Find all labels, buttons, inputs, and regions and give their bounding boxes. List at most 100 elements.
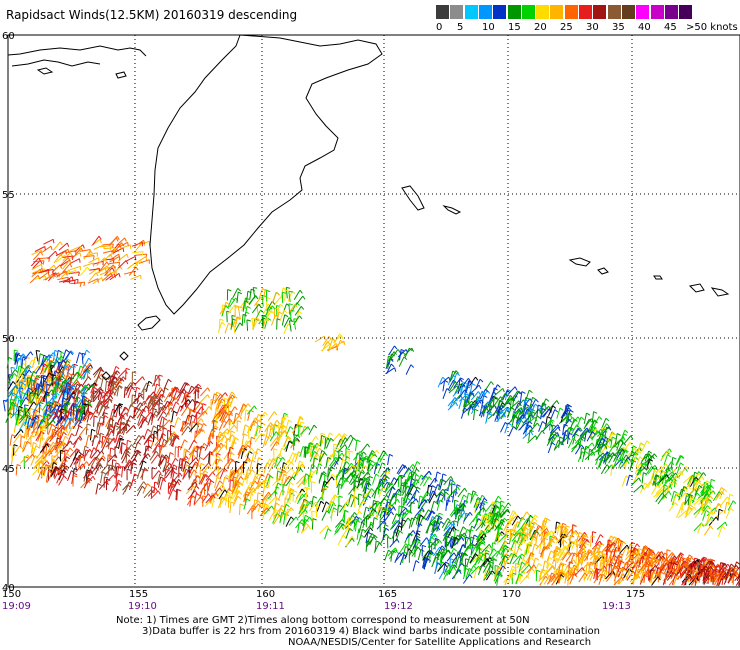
wind-barb — [325, 501, 333, 512]
wind-barb — [452, 387, 461, 397]
wind-barb-flag — [544, 537, 549, 541]
wind-barb — [508, 426, 514, 437]
wind-barb-flag — [188, 399, 191, 404]
wind-barb — [193, 496, 201, 506]
wind-barb — [387, 487, 393, 498]
wind-barb — [419, 475, 427, 486]
wind-barb — [131, 394, 133, 406]
wind-barb-flag — [417, 538, 421, 542]
wind-barb-flag — [371, 460, 376, 464]
wind-barb — [475, 513, 478, 525]
wind-barb — [57, 425, 64, 436]
wind-barb — [67, 403, 74, 414]
wind-barb — [88, 456, 96, 467]
wind-barb-flag — [356, 439, 361, 443]
wind-barb — [101, 440, 108, 452]
wind-barb-flag — [273, 462, 278, 466]
wind-barb-flag — [64, 367, 69, 371]
wind-barb — [703, 569, 707, 581]
wind-barb-flag — [369, 535, 374, 539]
wind-barb — [401, 517, 409, 528]
wind-barb — [577, 544, 585, 555]
wind-barb — [625, 569, 631, 581]
wind-barb-flag — [149, 435, 153, 439]
wind-barb-flag — [440, 521, 445, 525]
wind-barb-flag — [305, 473, 310, 477]
wind-barb — [482, 501, 485, 513]
wind-barb-flag — [86, 423, 91, 426]
wind-barb-flag — [219, 458, 223, 462]
wind-barb-flag — [659, 554, 664, 557]
wind-barb-flag — [234, 436, 238, 440]
wind-barb-flag — [421, 507, 425, 512]
wind-barb — [273, 498, 277, 510]
wind-barb — [718, 563, 725, 574]
wind-barb-flag — [69, 440, 73, 445]
wind-barb-flag — [563, 539, 568, 544]
wind-barb-flag — [366, 443, 371, 448]
wind-barb-flag — [609, 555, 614, 559]
wind-barb — [32, 460, 42, 469]
wind-barb — [259, 507, 268, 517]
wind-barb-flag — [88, 399, 93, 403]
wind-barb-flag — [397, 520, 401, 525]
wind-barb — [365, 532, 369, 544]
wind-barb-flag — [683, 560, 688, 564]
wind-barb-flag — [513, 553, 518, 557]
wind-barb — [564, 569, 570, 580]
wind-barb — [56, 473, 62, 484]
wind-barb-flag — [512, 572, 517, 575]
wind-barb-flag — [231, 391, 235, 396]
wind-barb-flag — [298, 451, 303, 455]
wind-barb — [447, 479, 451, 491]
wind-barb — [565, 559, 575, 569]
wind-barb-flag — [164, 456, 168, 461]
wind-barb-flag — [296, 438, 300, 442]
wind-barb-flag — [344, 467, 349, 471]
wind-barb — [296, 475, 305, 485]
wind-barb — [135, 435, 144, 445]
wind-barb-flag — [324, 484, 329, 488]
wind-barb — [100, 472, 103, 483]
wind-barb — [702, 568, 706, 580]
wind-barb-flag — [504, 555, 509, 559]
wind-barb — [130, 449, 138, 460]
wind-barb — [488, 514, 490, 526]
wind-barb — [385, 501, 388, 513]
wind-barb-flag — [348, 516, 353, 520]
wind-barb — [357, 477, 366, 487]
wind-barb — [67, 433, 73, 444]
colorbar-label: 40 — [638, 22, 651, 33]
wind-barb — [111, 383, 115, 395]
wind-barb — [283, 513, 286, 525]
wind-barb-flag — [629, 543, 634, 547]
wind-barb — [54, 468, 61, 480]
wind-barb — [67, 470, 72, 481]
wind-barb — [229, 470, 237, 480]
wind-barb — [431, 521, 435, 533]
wind-barb — [125, 415, 131, 426]
wind-barb-flag — [301, 493, 306, 497]
wind-barb-flag — [564, 528, 569, 532]
wind-barb — [335, 469, 341, 481]
wind-barb — [367, 476, 370, 488]
wind-barb-flag — [292, 476, 296, 481]
wind-barb-flag — [441, 545, 446, 550]
wind-barb-flag — [406, 497, 411, 501]
wind-barb-flag — [131, 444, 135, 449]
wind-barb-flag — [121, 414, 125, 418]
wind-barb — [647, 565, 657, 574]
wind-barb-flag — [196, 411, 201, 415]
wind-barb — [345, 528, 351, 539]
wind-barb — [134, 376, 143, 386]
wind-barb-flag — [168, 482, 173, 485]
wind-barb-flag — [132, 371, 137, 374]
wind-barb-flag — [521, 561, 526, 565]
wind-barb — [125, 385, 132, 396]
wind-barb-flag — [507, 508, 510, 513]
wind-barb — [721, 574, 725, 585]
wind-barb-flag — [654, 558, 659, 562]
wind-barb — [92, 386, 101, 396]
wind-barb — [62, 440, 71, 450]
wind-barb — [637, 548, 640, 560]
